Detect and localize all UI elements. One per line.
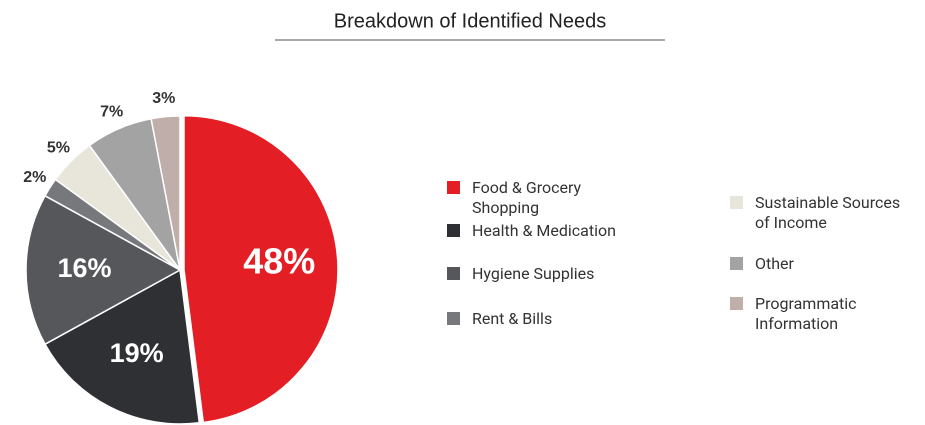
value-label: 48% (243, 240, 315, 281)
value-label: 19% (110, 338, 164, 368)
legend-swatch (447, 224, 460, 237)
legend-item: Programmatic Information (730, 294, 915, 334)
legend-label: Food & Grocery Shopping (472, 178, 582, 217)
legend-item: Food & Grocery Shopping (447, 178, 632, 218)
pie-slice (183, 114, 339, 424)
pie-slice (44, 268, 201, 425)
legend-label: Hygiene Supplies (472, 264, 595, 283)
pie-slice (25, 194, 182, 346)
legend-swatch (730, 257, 743, 270)
legend-item: Other (730, 254, 915, 274)
pie-slice (150, 115, 181, 271)
chart-title: Breakdown of Identified Needs (334, 10, 606, 32)
legend-label: Rent & Bills (472, 309, 553, 328)
legend-item: Hygiene Supplies (447, 264, 632, 284)
legend-swatch (730, 196, 743, 209)
legend-swatch (447, 267, 460, 280)
legend-label: Health & Medication (472, 221, 616, 240)
value-label: 16% (57, 253, 111, 283)
legend-label: Sustainable Sources of Income (755, 193, 901, 232)
legend-item: Sustainable Sources of Income (730, 193, 915, 233)
legend-label: Other (755, 254, 794, 273)
value-label: 2% (23, 169, 46, 186)
legend-item: Health & Medication (447, 221, 632, 241)
legend-swatch (730, 297, 743, 310)
value-label: 3% (152, 90, 175, 107)
legend-swatch (447, 181, 460, 194)
legend-item: Rent & Bills (447, 309, 632, 329)
value-label: 7% (100, 103, 123, 120)
legend-label: Programmatic Information (755, 294, 857, 333)
legend-swatch (447, 312, 460, 325)
value-label: 5% (47, 140, 70, 157)
